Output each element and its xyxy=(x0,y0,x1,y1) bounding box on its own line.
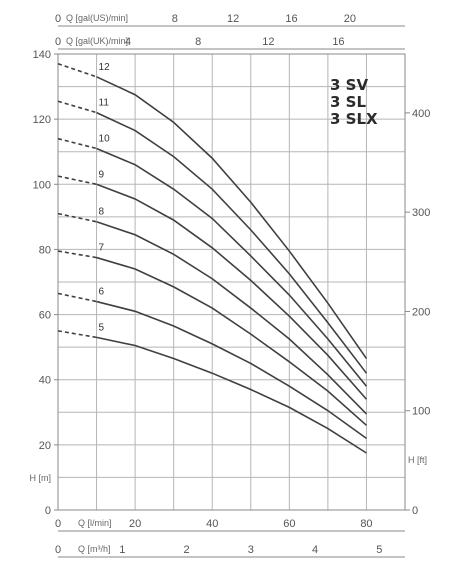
gal-uk-tick-label: 4 xyxy=(125,36,131,48)
gal-uk-tick-label: 12 xyxy=(262,36,274,48)
gal-us-tick-label: 12 xyxy=(227,13,239,25)
x-tick-label: 0 xyxy=(55,518,61,530)
curve-extension-dashed xyxy=(57,63,97,78)
y-tick-label: 80 xyxy=(39,244,51,256)
y-right-tick-label: 400 xyxy=(412,108,430,120)
curve-extension-dashed xyxy=(57,212,97,223)
model-label: 3 SLX xyxy=(330,110,378,128)
x-tick-label: 80 xyxy=(360,518,372,530)
curve-extension-dashed xyxy=(57,100,97,114)
x-tick-label: 40 xyxy=(206,518,218,530)
performance-curve-stage-12 xyxy=(96,76,368,359)
model-label: 3 SL xyxy=(330,93,366,111)
y-tick-label: 40 xyxy=(39,375,51,387)
y-tick-label: 60 xyxy=(39,310,51,322)
performance-curve-stage-8 xyxy=(96,220,368,415)
m3h-tick-label: 2 xyxy=(183,544,189,556)
m3h-tick-label: 5 xyxy=(376,544,382,556)
curve-extension-dashed xyxy=(57,330,97,339)
stage-number-label: 9 xyxy=(99,169,105,180)
y-tick-label: 100 xyxy=(33,179,51,191)
performance-curve-stage-7 xyxy=(96,256,367,426)
stage-number-label: 8 xyxy=(99,207,105,218)
stage-number-label: 12 xyxy=(99,62,111,73)
model-label: 3 SV xyxy=(330,76,368,94)
y-tick-label: 140 xyxy=(33,49,51,61)
stage-number-label: 7 xyxy=(99,243,105,254)
performance-curve-stage-10 xyxy=(96,147,368,387)
stage-number-label: 6 xyxy=(99,287,105,298)
m3h-unit-label: Q [m³/h] xyxy=(78,544,111,554)
stage-number-label: 11 xyxy=(99,98,110,109)
stage-number-label: 10 xyxy=(99,133,111,144)
gal-us-unit-label: Q [gal(US)/min] xyxy=(66,13,128,23)
curve-extension-dashed xyxy=(57,175,97,186)
y-right-tick-label: 0 xyxy=(412,505,418,517)
x-tick-label: 60 xyxy=(283,518,295,530)
y-right-tick-label: 300 xyxy=(412,207,430,219)
gal-uk-tick-label: 8 xyxy=(195,36,201,48)
y-right-tick-label: 100 xyxy=(412,406,430,418)
gal-uk-tick-label: 16 xyxy=(332,36,344,48)
gal-us-tick-label: 8 xyxy=(172,13,178,25)
performance-curve-stage-6 xyxy=(96,300,367,439)
curve-extension-dashed xyxy=(57,292,97,303)
m3h-tick-label: 0 xyxy=(55,544,61,556)
y-tick-label: 0 xyxy=(45,505,51,517)
curve-extension-dashed xyxy=(57,250,97,259)
m3h-tick-label: 4 xyxy=(312,544,318,556)
performance-curve-stage-5 xyxy=(96,336,367,454)
x-tick-label: 20 xyxy=(129,518,141,530)
x-axis-unit-label: Q [l/min] xyxy=(78,518,112,528)
y-tick-label: 20 xyxy=(39,440,51,452)
gal-us-tick-label: 0 xyxy=(55,13,61,25)
plot-frame xyxy=(57,53,406,511)
performance-curve-stage-11 xyxy=(96,111,368,374)
y-tick-label: 120 xyxy=(33,114,51,126)
m3h-tick-label: 3 xyxy=(248,544,254,556)
y-axis-unit-label: H [m] xyxy=(30,473,52,483)
gal-us-tick-label: 16 xyxy=(285,13,297,25)
m3h-tick-label: 1 xyxy=(119,544,125,556)
curve-extension-dashed xyxy=(57,137,97,150)
performance-curve-stage-9 xyxy=(96,183,368,400)
gal-uk-unit-label: Q [gal(UK)/min] xyxy=(66,36,128,46)
gal-us-tick-label: 20 xyxy=(344,13,356,25)
stage-number-label: 5 xyxy=(99,322,105,333)
gal-uk-tick-label: 0 xyxy=(55,36,61,48)
y-right-axis-unit-label: H [ft] xyxy=(408,455,427,465)
y-right-tick-label: 200 xyxy=(412,306,430,318)
